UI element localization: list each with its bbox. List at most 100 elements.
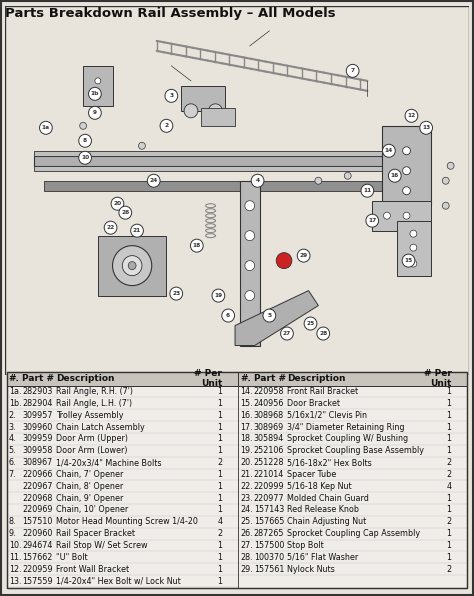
Text: 220977: 220977 (254, 493, 284, 502)
Circle shape (405, 109, 418, 122)
Circle shape (263, 309, 276, 322)
Circle shape (131, 224, 144, 237)
Text: 6.: 6. (9, 458, 16, 467)
Bar (382, 126, 431, 206)
Text: 18.: 18. (240, 434, 253, 443)
Text: 1: 1 (217, 411, 222, 420)
Text: 1: 1 (217, 493, 222, 502)
Bar (34, 151, 426, 156)
Bar (44, 181, 416, 191)
Text: 1/4-20x3/4" Machine Bolts: 1/4-20x3/4" Machine Bolts (56, 458, 161, 467)
Text: 7: 7 (351, 69, 355, 73)
Text: 3: 3 (169, 94, 173, 98)
Text: 18: 18 (193, 243, 201, 248)
Text: 2: 2 (447, 517, 452, 526)
Circle shape (128, 262, 136, 269)
Circle shape (402, 147, 410, 155)
Text: 157500: 157500 (254, 541, 284, 550)
Text: 15: 15 (404, 258, 413, 263)
Text: 157662: 157662 (22, 553, 53, 562)
Text: 4.: 4. (9, 434, 16, 443)
Text: 17.: 17. (240, 423, 253, 432)
Circle shape (104, 221, 117, 234)
Text: Rail Spacer Bracket: Rail Spacer Bracket (56, 529, 135, 538)
Text: 13.: 13. (9, 576, 21, 586)
Text: 15.: 15. (240, 399, 253, 408)
Text: Front Wall Bracket: Front Wall Bracket (56, 565, 129, 574)
Text: 14: 14 (385, 148, 393, 153)
Text: 220968: 220968 (22, 493, 53, 502)
Circle shape (209, 104, 222, 118)
Bar (181, 86, 225, 111)
Text: Parts Breakdown Rail Assembly – All Models: Parts Breakdown Rail Assembly – All Mode… (5, 7, 336, 20)
Text: 282903: 282903 (22, 387, 53, 396)
Circle shape (410, 260, 417, 267)
Text: 240956: 240956 (254, 399, 284, 408)
Circle shape (147, 174, 160, 187)
Text: 5: 5 (267, 313, 272, 318)
Text: 1: 1 (447, 411, 452, 420)
Text: Rail Angle, L.H. (7'): Rail Angle, L.H. (7') (56, 399, 132, 408)
Text: 305894: 305894 (254, 434, 284, 443)
Text: 1: 1 (447, 529, 452, 538)
Circle shape (245, 260, 255, 271)
Circle shape (119, 206, 132, 219)
Text: 5/16" Flat Washer: 5/16" Flat Washer (287, 553, 358, 562)
Text: 1a: 1a (42, 125, 50, 131)
Text: Chain, 7' Opener: Chain, 7' Opener (56, 470, 123, 479)
Circle shape (317, 327, 329, 340)
Text: Sprocket Coupling W/ Bushing: Sprocket Coupling W/ Bushing (287, 434, 408, 443)
Text: 25: 25 (306, 321, 315, 326)
Circle shape (346, 64, 359, 77)
Text: 20.: 20. (240, 458, 253, 467)
Circle shape (276, 253, 292, 269)
Circle shape (138, 142, 146, 149)
Circle shape (402, 254, 415, 267)
Circle shape (442, 202, 449, 209)
Text: Chain, 8' Opener: Chain, 8' Opener (56, 482, 123, 491)
Text: 11: 11 (363, 188, 372, 193)
Text: 16: 16 (391, 173, 399, 178)
Text: 309957: 309957 (22, 411, 53, 420)
Polygon shape (235, 291, 319, 346)
Circle shape (245, 201, 255, 211)
Text: Chain Latch Assembly: Chain Latch Assembly (56, 423, 145, 432)
Text: 27: 27 (283, 331, 291, 336)
Text: 1: 1 (217, 553, 222, 562)
Circle shape (80, 122, 87, 129)
Circle shape (442, 177, 449, 184)
Text: 19.: 19. (240, 446, 253, 455)
Text: 1: 1 (217, 565, 222, 574)
Text: #.: #. (9, 374, 19, 383)
Text: 10.: 10. (9, 541, 21, 550)
Text: 157561: 157561 (254, 565, 284, 574)
Text: 308968: 308968 (254, 411, 284, 420)
Circle shape (251, 174, 264, 187)
Circle shape (420, 122, 432, 134)
Bar (34, 166, 426, 170)
Text: 2: 2 (164, 123, 168, 128)
Circle shape (89, 106, 101, 119)
Text: Red Release Knob: Red Release Knob (287, 505, 359, 514)
Bar (238, 371, 467, 386)
Text: # Per
Unit: # Per Unit (194, 369, 222, 388)
Polygon shape (240, 181, 260, 346)
Text: 294674: 294674 (22, 541, 53, 550)
Circle shape (191, 239, 203, 252)
Text: 5/16x1/2" Clevis Pin: 5/16x1/2" Clevis Pin (287, 411, 367, 420)
Text: 1b.: 1b. (9, 399, 21, 408)
Text: Rail Angle, R.H. (7'): Rail Angle, R.H. (7') (56, 387, 133, 396)
Text: 1: 1 (217, 470, 222, 479)
Text: 5/16-18x2" Hex Bolts: 5/16-18x2" Hex Bolts (287, 458, 372, 467)
Text: 1: 1 (447, 493, 452, 502)
Text: 252106: 252106 (254, 446, 284, 455)
Circle shape (447, 162, 454, 169)
Text: 2: 2 (447, 470, 452, 479)
Text: Nylock Nuts: Nylock Nuts (287, 565, 335, 574)
Circle shape (111, 197, 124, 210)
Text: 282904: 282904 (22, 399, 53, 408)
Text: 1: 1 (447, 434, 452, 443)
Text: 4: 4 (447, 482, 452, 491)
Circle shape (245, 231, 255, 241)
Text: 19: 19 (214, 293, 222, 298)
